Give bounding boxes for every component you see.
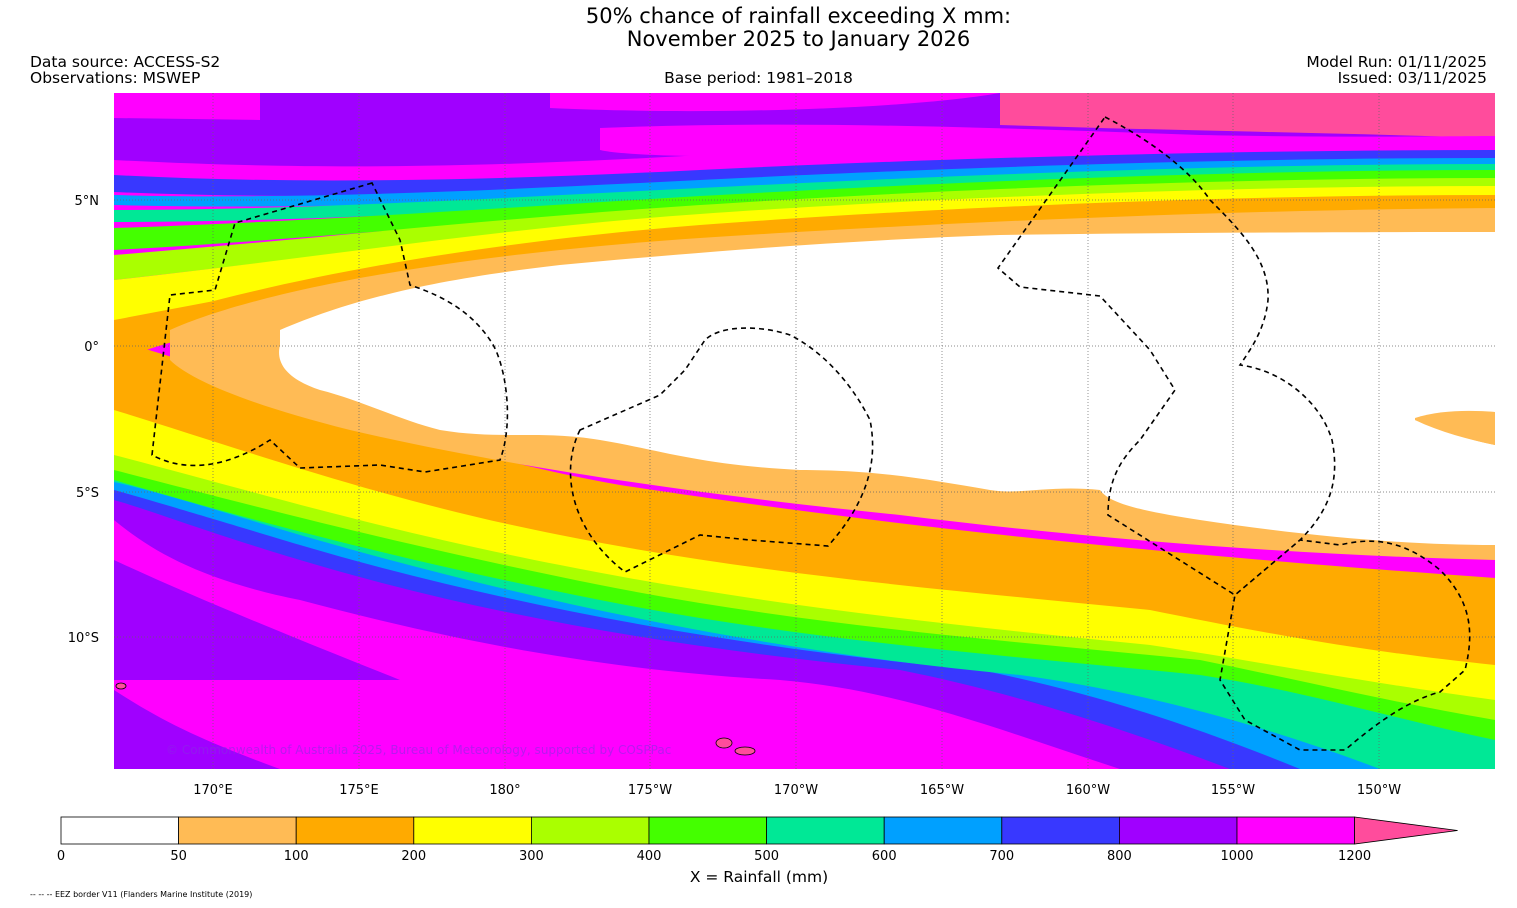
graticule xyxy=(114,93,1495,769)
colorbar-tick-label: 300 xyxy=(519,849,544,864)
colorbar-swatch xyxy=(531,816,650,845)
colorbar-tick-label: 800 xyxy=(1107,849,1132,864)
eez-legend-note: -- -- -- EEZ border V11 (Flanders Marine… xyxy=(30,890,253,899)
model-run-label: Model Run: 01/11/2025 xyxy=(1306,53,1487,71)
colorbar-swatch xyxy=(295,816,415,845)
rainfall-contours xyxy=(114,93,1495,769)
lon-label: 165°W xyxy=(920,783,964,798)
colorbar-tick-label: 500 xyxy=(754,849,779,864)
colorbar-swatch xyxy=(648,816,767,845)
lat-label: 5°S xyxy=(76,486,99,501)
colorbar-tick-label: 1000 xyxy=(1220,849,1253,864)
colorbar-label: X = Rainfall (mm) xyxy=(690,868,828,886)
colorbar-tick-label: 700 xyxy=(989,849,1014,864)
lat-label: 0° xyxy=(84,340,99,355)
lon-label: 175°W xyxy=(628,783,672,798)
colorbar-swatch xyxy=(60,816,179,845)
base-period-label: Base period: 1981–2018 xyxy=(664,69,853,87)
longitude-labels: 170°E 175°E 180° 175°W 170°W 165°W 160°W… xyxy=(193,783,1401,798)
colorbar-swatch xyxy=(1236,816,1355,845)
colorbar-tick-label: 1200 xyxy=(1338,849,1371,864)
eez-kiribati-line xyxy=(996,115,1471,751)
colorbar-swatch xyxy=(178,816,297,845)
colorbar-tick-label: 100 xyxy=(284,849,309,864)
colorbar-swatch xyxy=(1119,816,1238,845)
colorbar: 0 50 100 200 300 400 500 600 700 800 1000 1200 xyxy=(57,816,1458,864)
colorbar-tick-label: 50 xyxy=(170,849,187,864)
lon-label: 150°W xyxy=(1357,783,1401,798)
colorbar-extension-arrow xyxy=(1354,816,1458,845)
colorbar-tick-label: 200 xyxy=(401,849,426,864)
colorbar-swatch xyxy=(766,816,885,845)
lat-label: 5°N xyxy=(75,194,100,209)
issued-label: Issued: 03/11/2025 xyxy=(1337,69,1487,87)
colorbar-tick-label: 0 xyxy=(57,849,65,864)
copyright-notice: © Commonwealth of Australia 2025, Bureau… xyxy=(166,743,671,757)
colorbar-swatch xyxy=(883,816,1003,845)
lon-label: 180° xyxy=(489,783,520,798)
eez-tokelau xyxy=(569,327,874,573)
map-title-line2: November 2025 to January 2026 xyxy=(626,27,971,51)
colorbar-tick-label: 400 xyxy=(637,849,662,864)
colorbar-tick-label: 600 xyxy=(872,849,897,864)
colorbar-swatch xyxy=(413,816,532,845)
eez-borders xyxy=(151,115,1471,751)
observations-label: Observations: MSWEP xyxy=(30,69,201,87)
lon-label: 170°E xyxy=(193,783,233,798)
lon-label: 155°W xyxy=(1211,783,1255,798)
latitude-labels: 5°N 0° 5°S 10°S xyxy=(68,194,99,646)
lat-label: 10°S xyxy=(68,631,99,646)
eez-kiribati-gilbert xyxy=(151,182,509,473)
island-outlines xyxy=(115,682,756,756)
map-title-line1: 50% chance of rainfall exceeding X mm: xyxy=(585,4,1012,28)
colorbar-swatch xyxy=(1001,816,1120,845)
data-source-label: Data source: ACCESS-S2 xyxy=(30,53,221,71)
lon-label: 160°W xyxy=(1066,783,1110,798)
lon-label: 170°W xyxy=(774,783,818,798)
lon-label: 175°E xyxy=(339,783,379,798)
